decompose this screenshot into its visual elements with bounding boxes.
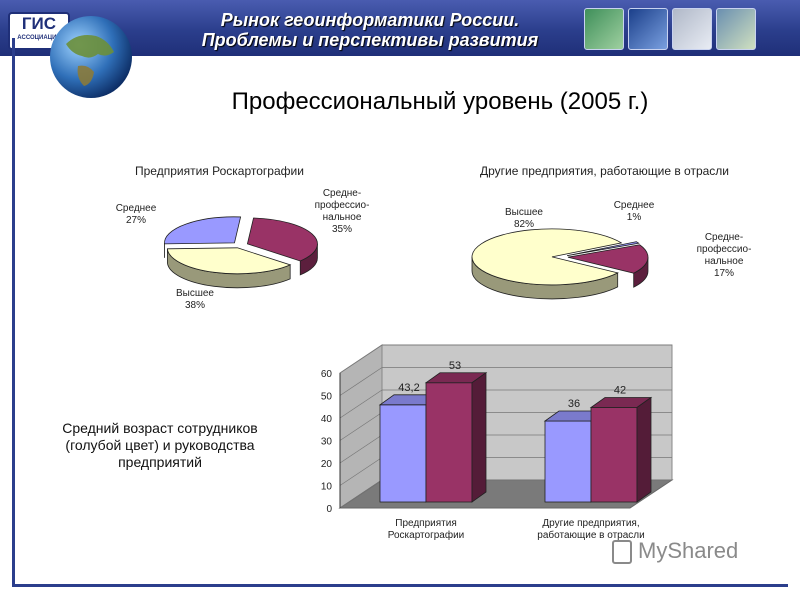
pie-label-line: Высшее <box>175 288 214 299</box>
y-tick-label: 50 <box>321 392 333 403</box>
frame-left-border <box>12 38 15 586</box>
bar-front <box>425 382 473 503</box>
pie1-label-secondary: Среднее 27% <box>104 203 168 227</box>
slide-title: Профессиональный уровень (2005 г.) <box>231 88 649 115</box>
x-category-label: Роскартографии <box>388 529 465 541</box>
bar-front <box>379 404 427 503</box>
pie2-title: Другие предприятия, работающие в отрасли <box>480 164 729 178</box>
pie2-label-higher: Высшее 82% <box>494 207 554 231</box>
header-title-line1: Рынок геоинформатики России. <box>220 10 520 30</box>
pie-label-line: 35% <box>331 224 352 235</box>
pie-slice <box>471 228 623 300</box>
x-category-label: Другие предприятия, <box>542 518 639 529</box>
gridline <box>339 479 383 509</box>
myshared-watermark: MyShared <box>612 538 739 565</box>
frame-bottom-border <box>12 584 788 587</box>
pie2-label-secondary: Среднее 1% <box>604 200 664 224</box>
pie-label-line: 1% <box>626 212 642 223</box>
gridline <box>339 434 383 464</box>
gridline <box>339 367 383 396</box>
pie-slice-top <box>166 247 292 275</box>
bar <box>589 396 653 503</box>
watermark-text: MyShared <box>638 538 739 563</box>
pie-slice <box>567 244 649 288</box>
watermark-icon <box>612 540 632 565</box>
gridline <box>339 389 383 419</box>
bar-value-label: 36 <box>568 398 580 410</box>
y-tick-label: 0 <box>326 504 332 515</box>
pie-slice-top <box>567 244 649 274</box>
y-tick-label: 20 <box>321 459 333 470</box>
y-tick-label: 30 <box>321 437 333 448</box>
bar-front <box>590 407 638 503</box>
bar <box>424 371 488 503</box>
device-icon <box>628 8 668 50</box>
y-tick-label: 40 <box>321 414 333 425</box>
pie1-title: Предприятия Роскартографии <box>135 164 304 178</box>
map-icon <box>584 8 624 50</box>
bar-side <box>636 396 652 503</box>
gridline <box>339 457 383 486</box>
pie-label-line: 27% <box>125 215 146 226</box>
pie-slice <box>164 216 242 258</box>
logo-sub-text: АССОЦИАЦИЯ <box>17 35 61 41</box>
y-tick-label: 60 <box>321 369 333 380</box>
pie-chart-other-enterprises <box>471 228 649 300</box>
pie-slice-top <box>164 216 242 245</box>
bar-chart-caption: Средний возраст сотрудников (голубой цве… <box>62 420 258 470</box>
pie-slice <box>166 247 292 289</box>
pie-label-line: Средне- <box>704 232 744 243</box>
pie-label-line: профессио- <box>696 244 752 255</box>
pie-label-line: 17% <box>713 268 734 279</box>
pie-slice-top <box>566 241 640 257</box>
pie-slice <box>246 217 318 276</box>
pie-slice-top <box>246 217 318 262</box>
gridline <box>339 344 383 374</box>
pie-label-line: нальное <box>322 212 362 223</box>
pie2-label-secondary-professional: Средне-профессио-нальное 17% <box>684 232 764 280</box>
bar-value-label: 43,2 <box>398 382 419 394</box>
bar-side <box>471 371 487 503</box>
x-category-label: работающие в отрасли <box>537 529 644 541</box>
pie-label-line: 38% <box>184 300 205 311</box>
road-map-icon <box>716 8 756 50</box>
logo-main-text: ГИС <box>21 14 57 33</box>
bar-front <box>544 420 592 503</box>
pie-label-line: Среднее <box>115 203 157 214</box>
bar-value-label: 42 <box>614 385 626 397</box>
header-title: Рынок геоинформатики России. Проблемы и … <box>150 10 590 50</box>
buildings-icon <box>672 8 712 50</box>
pie-label-line: Высшее <box>504 207 543 218</box>
pie-chart-roskartografia <box>164 216 318 289</box>
gridline <box>339 412 383 441</box>
pie-label-line: нальное <box>704 256 744 267</box>
bar-value-label: 53 <box>449 360 461 372</box>
pie-slice-top <box>471 228 623 286</box>
globe-icon <box>50 16 132 98</box>
x-category-label: Предприятия <box>395 518 456 529</box>
pie1-label-higher: Высшее 38% <box>160 288 230 312</box>
header-title-line2: Проблемы и перспективы развития <box>201 30 539 50</box>
pie-label-line: Средне- <box>322 188 362 199</box>
pie-label-line: Среднее <box>613 200 655 211</box>
header-banner: ГИС АССОЦИАЦИЯ Рынок геоинформатики Росс… <box>0 0 800 98</box>
bar-chart-average-age: 0 10 20 30 40 50 60 43,2 53 ПредприятияРоскартогр… <box>321 344 674 541</box>
y-tick-label: 10 <box>321 482 333 493</box>
pie-slice <box>566 241 640 257</box>
pie-label-line: 82% <box>513 219 534 230</box>
pie-label-line: профессио- <box>314 200 370 211</box>
pie1-label-secondary-professional: Средне-профессио-нальное 35% <box>302 188 382 236</box>
